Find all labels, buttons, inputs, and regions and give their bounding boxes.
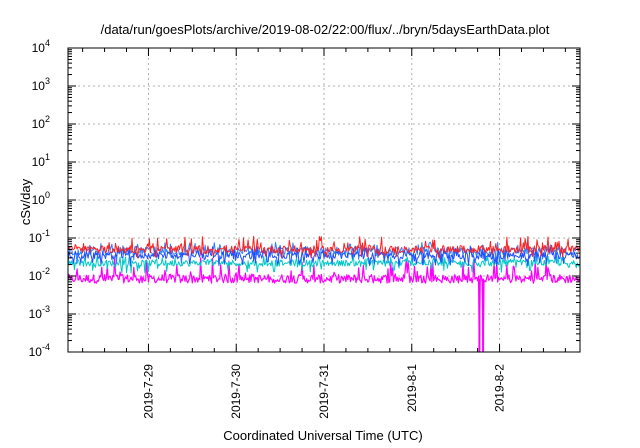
data-layer bbox=[67, 235, 581, 353]
x-axis-label: Coordinated Universal Time (UTC) bbox=[223, 428, 422, 443]
series-line-3 bbox=[67, 244, 581, 267]
y-tick-label: 10-4 bbox=[29, 342, 50, 359]
y-tick-label: 100 bbox=[32, 190, 50, 207]
chart-title: /data/run/goesPlots/archive/2019-08-02/2… bbox=[101, 22, 550, 37]
y-tick-label: 103 bbox=[32, 76, 50, 93]
y-tick-label: 104 bbox=[32, 38, 50, 55]
y-tick-label: 102 bbox=[32, 114, 50, 131]
x-tick-label: 2019-7-29 bbox=[141, 364, 155, 419]
y-tick-label: 10-1 bbox=[29, 228, 50, 245]
y-tick-label: 101 bbox=[32, 152, 50, 169]
y-axis-label: cSv/day bbox=[18, 178, 33, 225]
grid bbox=[68, 48, 580, 352]
x-tick-label: 2019-8-2 bbox=[493, 364, 507, 412]
x-tick-label: 2019-8-1 bbox=[405, 364, 419, 412]
series-line-0 bbox=[67, 257, 581, 353]
y-tick-label: 10-2 bbox=[29, 266, 50, 283]
tick-layer: 10-4 10-3 10-2 10-1 100 101 102 103 104 2019-7-29… bbox=[29, 38, 580, 419]
y-tick-label: 10-3 bbox=[29, 304, 50, 321]
series-line-4 bbox=[67, 235, 581, 259]
x-tick-label: 2019-7-30 bbox=[229, 364, 243, 419]
x-tick-label: 2019-7-31 bbox=[317, 364, 331, 419]
